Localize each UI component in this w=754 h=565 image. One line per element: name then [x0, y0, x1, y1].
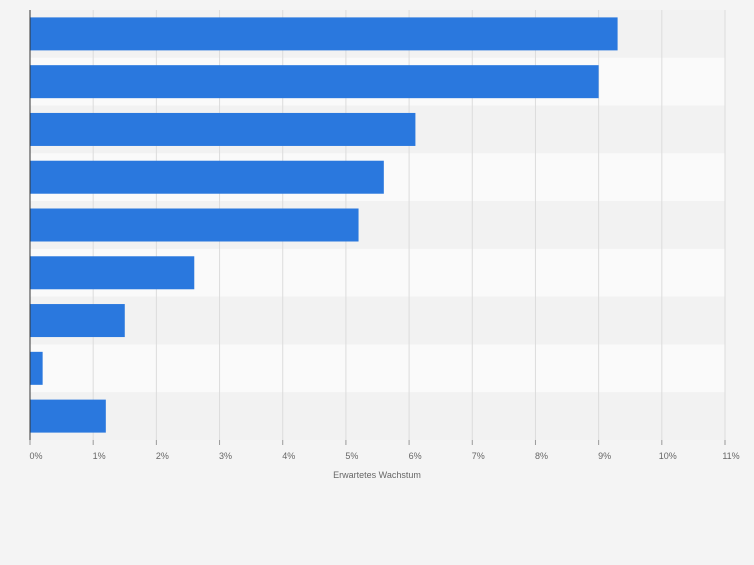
row-band [30, 344, 725, 393]
x-tick-label: 9% [598, 451, 611, 461]
x-tick-label: 11% [722, 451, 739, 461]
x-tick-label: 2% [156, 451, 169, 461]
x-tick-label: 7% [472, 451, 485, 461]
bar [30, 112, 416, 146]
x-tick-label: 10% [659, 451, 677, 461]
bar [30, 208, 359, 242]
bar [30, 304, 125, 338]
bar [30, 256, 195, 290]
bar [30, 399, 106, 433]
x-tick-label: 0% [29, 451, 42, 461]
bar [30, 65, 599, 99]
bars [30, 17, 618, 433]
bar [30, 160, 384, 194]
x-tick-label: 6% [409, 451, 422, 461]
row-band [30, 392, 725, 440]
x-tick-label: 8% [535, 451, 548, 461]
bar [30, 351, 43, 385]
row-band [30, 296, 725, 345]
x-tick-label: 3% [219, 451, 232, 461]
axes [29, 10, 726, 445]
x-tick-labels: 0% 1% 2% 3% 4% 5% 6% 7% 8% 9% 10% 11% [29, 451, 739, 461]
x-axis-label: Erwartetes Wachstum [333, 470, 421, 480]
x-tick-label: 5% [345, 451, 358, 461]
bar [30, 17, 618, 51]
x-tick-label: 4% [282, 451, 295, 461]
x-tick-label: 1% [93, 451, 106, 461]
